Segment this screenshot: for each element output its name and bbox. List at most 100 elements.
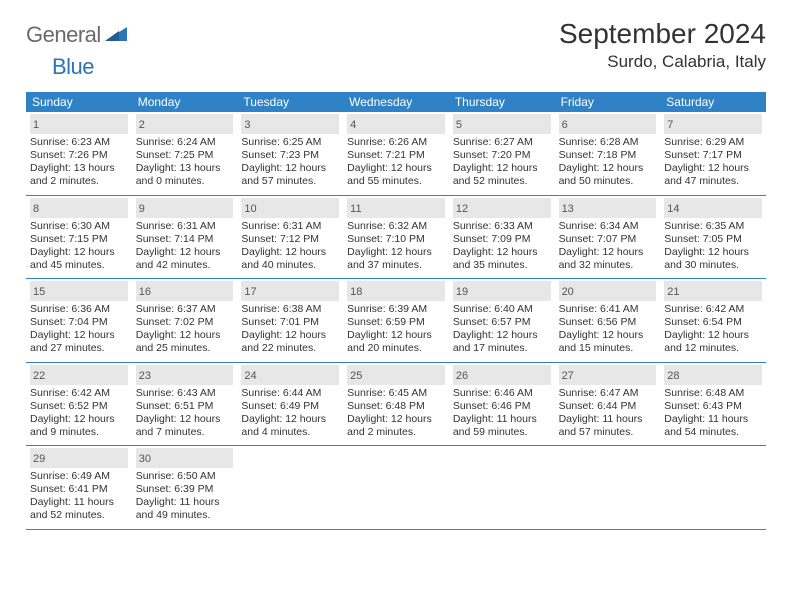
sunrise-line: Sunrise: 6:48 AM — [664, 387, 762, 400]
empty-day-cell — [449, 446, 555, 529]
sunrise-line: Sunrise: 6:46 AM — [453, 387, 551, 400]
sunrise-line: Sunrise: 6:28 AM — [559, 136, 657, 149]
day-number-bar: 14 — [664, 198, 762, 218]
day-cell: 30 Sunrise: 6:50 AMSunset: 6:39 PMDayligh… — [132, 446, 238, 529]
sunrise-line: Sunrise: 6:36 AM — [30, 303, 128, 316]
day-number: 28 — [667, 370, 679, 382]
sunrise-line: Sunrise: 6:39 AM — [347, 303, 445, 316]
day-cell: 8Sunrise: 6:30 AMSunset: 7:15 PMDaylight… — [26, 196, 132, 279]
day-cell: 28Sunrise: 6:48 AMSunset: 6:43 PMDayligh… — [660, 363, 766, 446]
daylight-line: Daylight: 12 hours and 4 minutes. — [241, 413, 339, 439]
day-cell: 6Sunrise: 6:28 AMSunset: 7:18 PMDaylight… — [555, 112, 661, 195]
day-number-bar: 12 — [453, 198, 551, 218]
day-number: 25 — [350, 370, 362, 382]
day-cell: 27Sunrise: 6:47 AMSunset: 6:44 PMDayligh… — [555, 363, 661, 446]
day-number: 4 — [350, 119, 356, 131]
weekday-header: Sunday — [26, 92, 132, 112]
weekday-header: Tuesday — [237, 92, 343, 112]
month-title: September 2024 — [559, 18, 766, 50]
day-cell: 29Sunrise: 6:49 AMSunset: 6:41 PMDayligh… — [26, 446, 132, 529]
daylight-line: Daylight: 12 hours and 47 minutes. — [664, 162, 762, 188]
daylight-line: Daylight: 12 hours and 17 minutes. — [453, 329, 551, 355]
day-number-bar: 5 — [453, 114, 551, 134]
sunrise-line: Sunrise: 6:32 AM — [347, 220, 445, 233]
title-block: September 2024 Surdo, Calabria, Italy — [559, 18, 766, 72]
daylight-line: Daylight: 12 hours and 2 minutes. — [347, 413, 445, 439]
sunset-line: Sunset: 7:17 PM — [664, 149, 762, 162]
daylight-line: Daylight: 12 hours and 25 minutes. — [136, 329, 234, 355]
sunset-line: Sunset: 6:44 PM — [559, 400, 657, 413]
logo-word-blue: Blue — [52, 54, 94, 80]
day-number-bar: 11 — [347, 198, 445, 218]
sunrise-line: Sunrise: 6:42 AM — [664, 303, 762, 316]
day-cell: 20Sunrise: 6:41 AMSunset: 6:56 PMDayligh… — [555, 279, 661, 362]
day-cell: 3Sunrise: 6:25 AMSunset: 7:23 PMDaylight… — [237, 112, 343, 195]
daylight-line: Daylight: 12 hours and 30 minutes. — [664, 246, 762, 272]
sunset-line: Sunset: 6:46 PM — [453, 400, 551, 413]
day-number: 18 — [350, 286, 362, 298]
day-cell: 4Sunrise: 6:26 AMSunset: 7:21 PMDaylight… — [343, 112, 449, 195]
day-cell: 18 Sunrise: 6:39 AMSunset: 6:59 PMDayligh… — [343, 279, 449, 362]
day-cell: 10Sunrise: 6:31 AMSunset: 7:12 PMDayligh… — [237, 196, 343, 279]
sunset-line: Sunset: 6:59 PM — [347, 316, 445, 329]
day-cell: 19Sunrise: 6:40 AMSunset: 6:57 PMDayligh… — [449, 279, 555, 362]
daylight-line: Daylight: 12 hours and 22 minutes. — [241, 329, 339, 355]
day-cell: 13Sunrise: 6:34 AMSunset: 7:07 PMDayligh… — [555, 196, 661, 279]
daylight-line: Daylight: 12 hours and 57 minutes. — [241, 162, 339, 188]
daylight-line: Daylight: 12 hours and 50 minutes. — [559, 162, 657, 188]
day-number: 20 — [562, 286, 574, 298]
weekday-header: Wednesday — [343, 92, 449, 112]
day-cell: 11Sunrise: 6:32 AMSunset: 7:10 PMDayligh… — [343, 196, 449, 279]
day-cell: 1Sunrise: 6:23 AMSunset: 7:26 PMDaylight… — [26, 112, 132, 195]
sunset-line: Sunset: 6:49 PM — [241, 400, 339, 413]
day-number: 5 — [456, 119, 462, 131]
sunset-line: Sunset: 6:54 PM — [664, 316, 762, 329]
day-number: 12 — [456, 203, 468, 215]
logo-triangle-icon — [105, 25, 127, 46]
day-cell: 2Sunrise: 6:24 AMSunset: 7:25 PMDaylight… — [132, 112, 238, 195]
day-cell: 12Sunrise: 6:33 AMSunset: 7:09 PMDayligh… — [449, 196, 555, 279]
day-number: 23 — [139, 370, 151, 382]
day-number-bar: 9 — [136, 198, 234, 218]
weekday-header: Saturday — [660, 92, 766, 112]
sunset-line: Sunset: 6:52 PM — [30, 400, 128, 413]
day-number-bar: 26 — [453, 365, 551, 385]
sunset-line: Sunset: 6:39 PM — [136, 483, 234, 496]
sunset-line: Sunset: 6:43 PM — [664, 400, 762, 413]
sunset-line: Sunset: 7:02 PM — [136, 316, 234, 329]
day-cell: 5Sunrise: 6:27 AMSunset: 7:20 PMDaylight… — [449, 112, 555, 195]
daylight-line: Daylight: 11 hours and 59 minutes. — [453, 413, 551, 439]
daylight-line: Daylight: 12 hours and 35 minutes. — [453, 246, 551, 272]
daylight-line: Daylight: 12 hours and 12 minutes. — [664, 329, 762, 355]
daylight-line: Daylight: 12 hours and 20 minutes. — [347, 329, 445, 355]
daylight-line: Daylight: 11 hours and 49 minutes. — [136, 496, 234, 522]
daylight-line: Daylight: 12 hours and 15 minutes. — [559, 329, 657, 355]
sunset-line: Sunset: 6:41 PM — [30, 483, 128, 496]
day-cell: 16Sunrise: 6:37 AMSunset: 7:02 PMDayligh… — [132, 279, 238, 362]
day-number-bar: 3 — [241, 114, 339, 134]
sunrise-line: Sunrise: 6:24 AM — [136, 136, 234, 149]
day-number: 30 — [139, 453, 151, 465]
day-number: 7 — [667, 119, 673, 131]
day-cell: 17Sunrise: 6:38 AMSunset: 7:01 PMDayligh… — [237, 279, 343, 362]
day-number: 27 — [562, 370, 574, 382]
daylight-line: Daylight: 13 hours and 0 minutes. — [136, 162, 234, 188]
day-cell: 9Sunrise: 6:31 AMSunset: 7:14 PMDaylight… — [132, 196, 238, 279]
sunrise-line: Sunrise: 6:23 AM — [30, 136, 128, 149]
sunset-line: Sunset: 7:26 PM — [30, 149, 128, 162]
location: Surdo, Calabria, Italy — [559, 52, 766, 72]
day-number-bar: 1 — [30, 114, 128, 134]
sunrise-line: Sunrise: 6:45 AM — [347, 387, 445, 400]
day-number-bar: 27 — [559, 365, 657, 385]
sunrise-line: Sunrise: 6:34 AM — [559, 220, 657, 233]
day-number-bar: 8 — [30, 198, 128, 218]
sunrise-line: Sunrise: 6:49 AM — [30, 470, 128, 483]
sunrise-line: Sunrise: 6:47 AM — [559, 387, 657, 400]
sunrise-line: Sunrise: 6:50 AM — [136, 470, 234, 483]
day-number-bar: 21 — [664, 281, 762, 301]
day-number-bar: 16 — [136, 281, 234, 301]
sunset-line: Sunset: 7:10 PM — [347, 233, 445, 246]
daylight-line: Daylight: 12 hours and 9 minutes. — [30, 413, 128, 439]
daylight-line: Daylight: 12 hours and 27 minutes. — [30, 329, 128, 355]
day-cell: 7Sunrise: 6:29 AMSunset: 7:17 PMDaylight… — [660, 112, 766, 195]
